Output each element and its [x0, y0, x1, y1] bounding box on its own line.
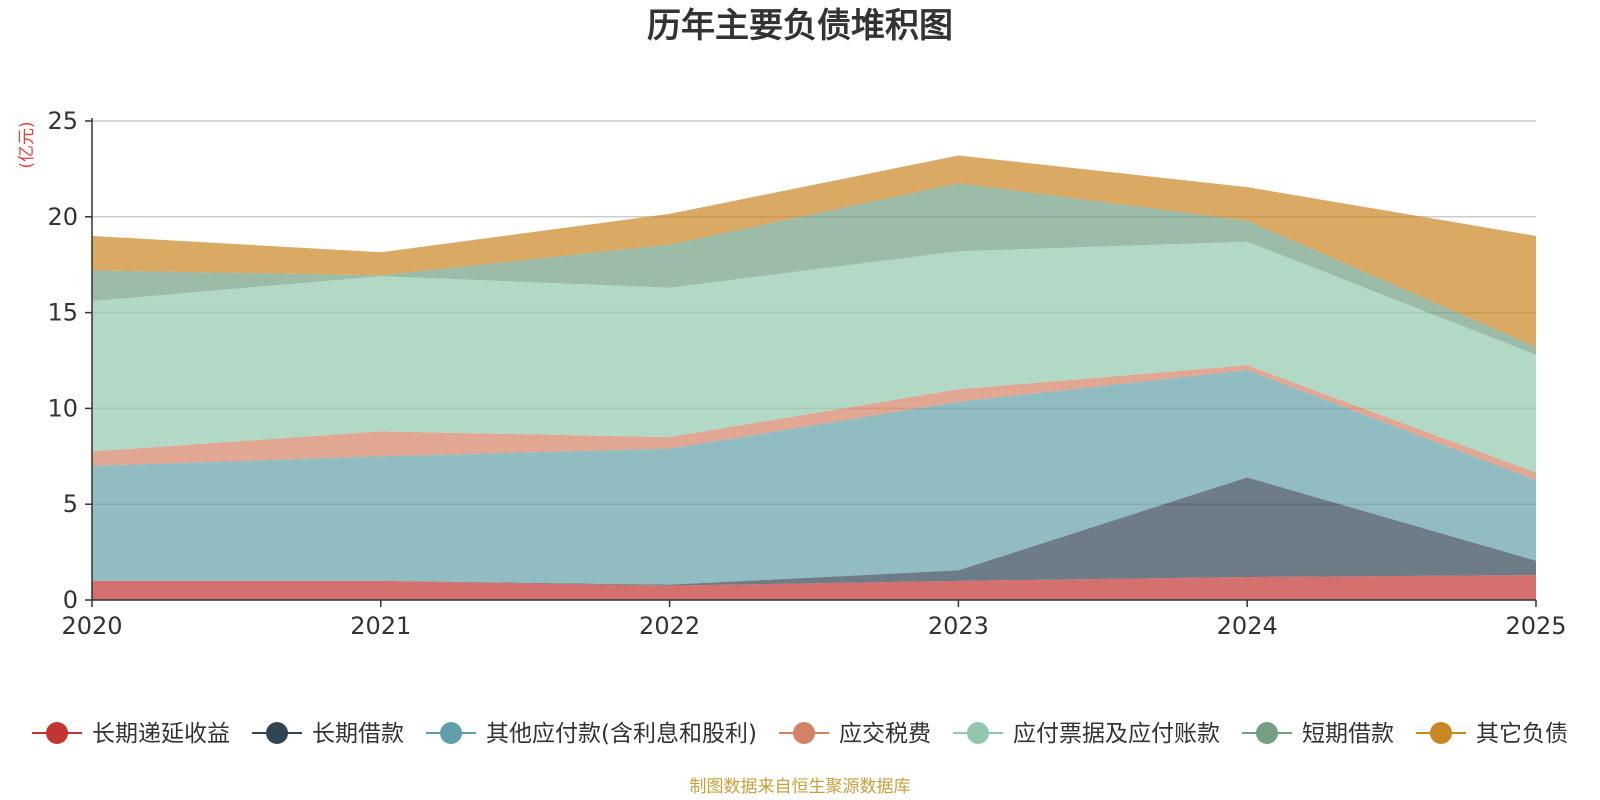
y-axis-unit-label: (亿元) [17, 121, 37, 168]
legend-item-4[interactable]: 应付票据及应付账款 [952, 721, 1220, 747]
legend-item-5[interactable]: 短期借款 [1241, 721, 1394, 747]
area-series-5 [92, 183, 1536, 355]
y-tick-label: 20 [47, 203, 78, 231]
x-tick-label: 2024 [1217, 612, 1278, 640]
area-series-0 [92, 575, 1536, 600]
y-tick-label: 0 [63, 586, 78, 614]
x-tick-label: 2023 [928, 612, 989, 640]
legend-label: 长期递延收益 [92, 721, 230, 747]
area-series-1 [92, 477, 1536, 586]
legend-item-6[interactable]: 其它负债 [1415, 721, 1568, 747]
legend-item-0[interactable]: 长期递延收益 [32, 721, 230, 747]
y-tick-label: 5 [63, 490, 78, 518]
legend-marker [792, 722, 815, 744]
x-tick-label: 2020 [61, 612, 122, 640]
legend-label: 其它负债 [1476, 721, 1568, 747]
legend-marker [966, 722, 989, 744]
legend[interactable]: 长期递延收益 长期借款 其他应付款(含利息和股利) 应交税费 应付票据及应付账款 短期借款… [32, 721, 1568, 747]
area-series-group [92, 155, 1536, 600]
legend-label: 长期借款 [312, 721, 404, 747]
area-series-3 [92, 365, 1536, 481]
legend-label: 应交税费 [839, 721, 931, 747]
y-tick-label: 15 [47, 299, 78, 327]
legend-marker [1429, 722, 1452, 744]
legend-marker [440, 722, 463, 744]
area-series-4 [92, 241, 1536, 473]
source-note: 制图数据来自恒生聚源数据库 [690, 777, 911, 797]
legend-marker [46, 722, 69, 744]
chart-title: 历年主要负债堆积图 [647, 6, 953, 46]
legend-item-1[interactable]: 长期借款 [252, 721, 404, 747]
x-tick-label: 2021 [350, 612, 411, 640]
legend-label: 短期借款 [1302, 721, 1394, 747]
legend-item-2[interactable]: 其他应付款(含利息和股利) [426, 721, 757, 747]
x-tick-label: 2022 [639, 612, 700, 640]
legend-marker [1255, 722, 1278, 744]
legend-label: 应付票据及应付账款 [1013, 721, 1220, 747]
legend-item-3[interactable]: 应交税费 [778, 721, 931, 747]
y-tick-label: 25 [47, 107, 78, 135]
x-tick-label: 2025 [1505, 612, 1566, 640]
area-series-2 [92, 370, 1536, 585]
legend-label: 其他应付款(含利息和股利) [486, 721, 757, 747]
y-tick-label: 10 [47, 394, 78, 422]
legend-marker [266, 722, 289, 744]
area-series-6 [92, 155, 1536, 348]
